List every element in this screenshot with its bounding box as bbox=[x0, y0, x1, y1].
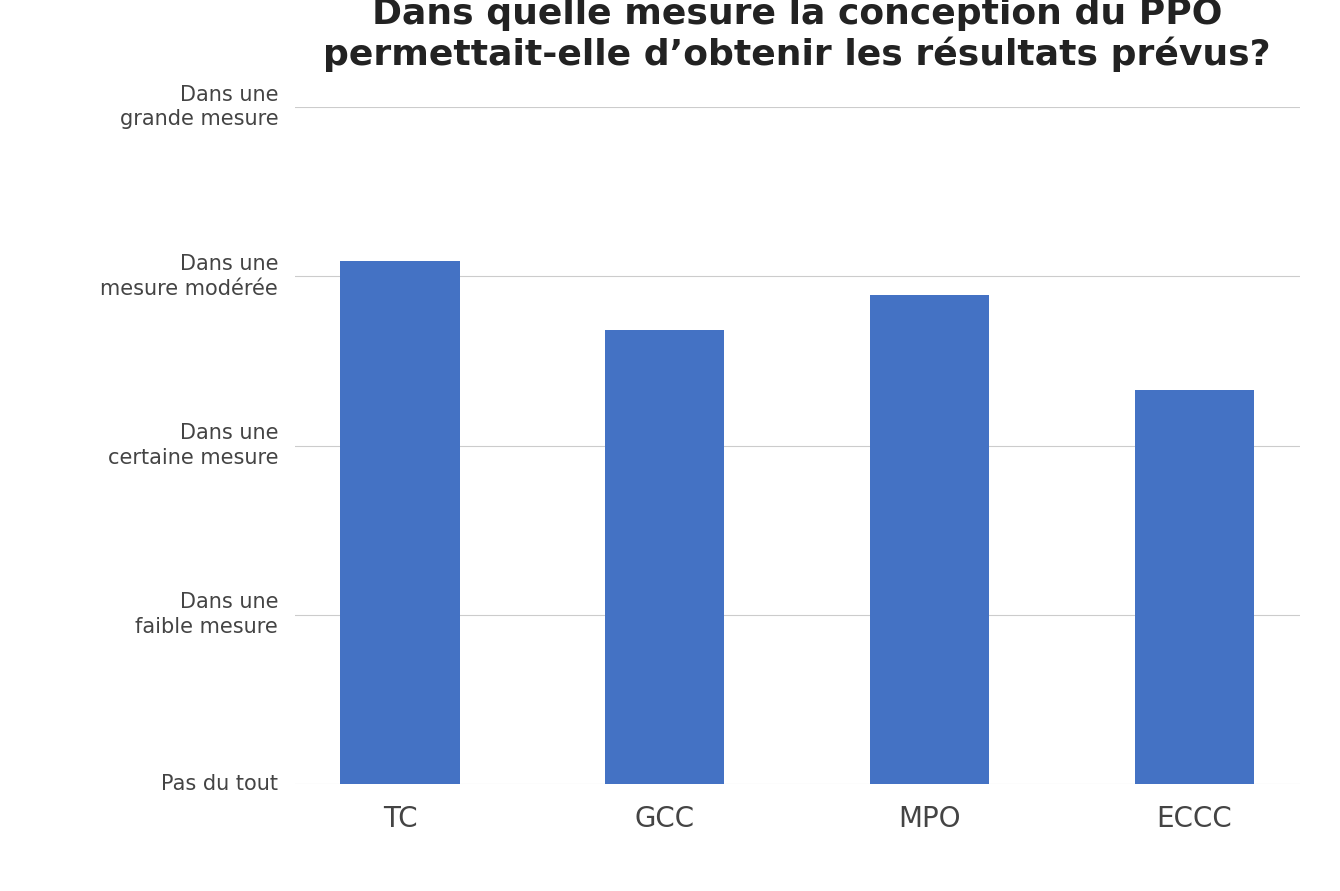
Bar bbox=[870, 295, 989, 784]
Bar bbox=[340, 261, 460, 784]
Title: Dans quelle mesure la conception du PPO
permettait-elle d’obtenir les résultats : Dans quelle mesure la conception du PPO … bbox=[323, 0, 1272, 72]
Bar bbox=[1135, 389, 1254, 784]
Bar bbox=[606, 331, 725, 784]
